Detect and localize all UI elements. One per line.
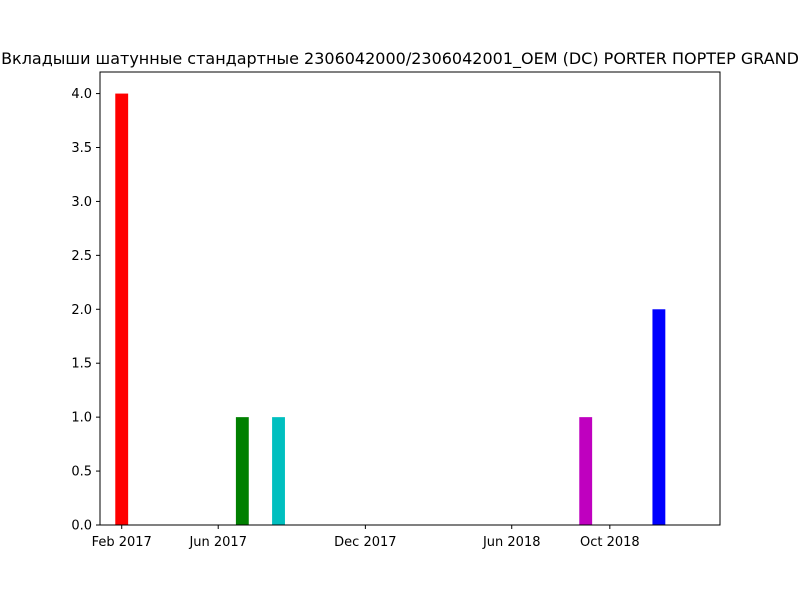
y-tick-label-6: 3.0 (71, 195, 92, 210)
x-tick-label-0: Feb 2017 (92, 535, 152, 550)
bar-4 (652, 309, 666, 525)
x-tick-label-2: Dec 2017 (334, 535, 396, 550)
y-tick-label-8: 4.0 (71, 87, 92, 102)
x-tick-label-1: Jun 2017 (188, 535, 247, 550)
y-tick-label-5: 2.5 (71, 249, 92, 264)
bar-3 (579, 417, 593, 525)
bar-group (115, 93, 666, 526)
plot-frame (99, 71, 721, 526)
x-axis: Feb 2017 Jun 2017 Dec 2017 Jun 2018 Oct 2018 (92, 525, 640, 550)
y-tick-label-4: 2.0 (71, 303, 92, 318)
y-tick-label-7: 3.5 (71, 141, 92, 156)
y-tick-label-1: 0.5 (71, 465, 92, 480)
bar-2 (272, 417, 285, 525)
y-tick-label-2: 1.0 (71, 411, 92, 426)
y-axis: 0.0 0.5 1.0 1.5 2.0 2.5 3.0 3.5 4.0 (71, 87, 100, 534)
y-tick-label-3: 1.5 (71, 357, 92, 372)
x-tick-label-3: Jun 2018 (482, 535, 541, 550)
chart-title: Вкладыши шатунные стандартные 2306042000… (1, 49, 799, 69)
bar-0 (115, 93, 129, 526)
bar-1 (235, 417, 249, 525)
y-tick-label-0: 0.0 (71, 519, 92, 534)
x-tick-label-4: Oct 2018 (580, 535, 640, 550)
